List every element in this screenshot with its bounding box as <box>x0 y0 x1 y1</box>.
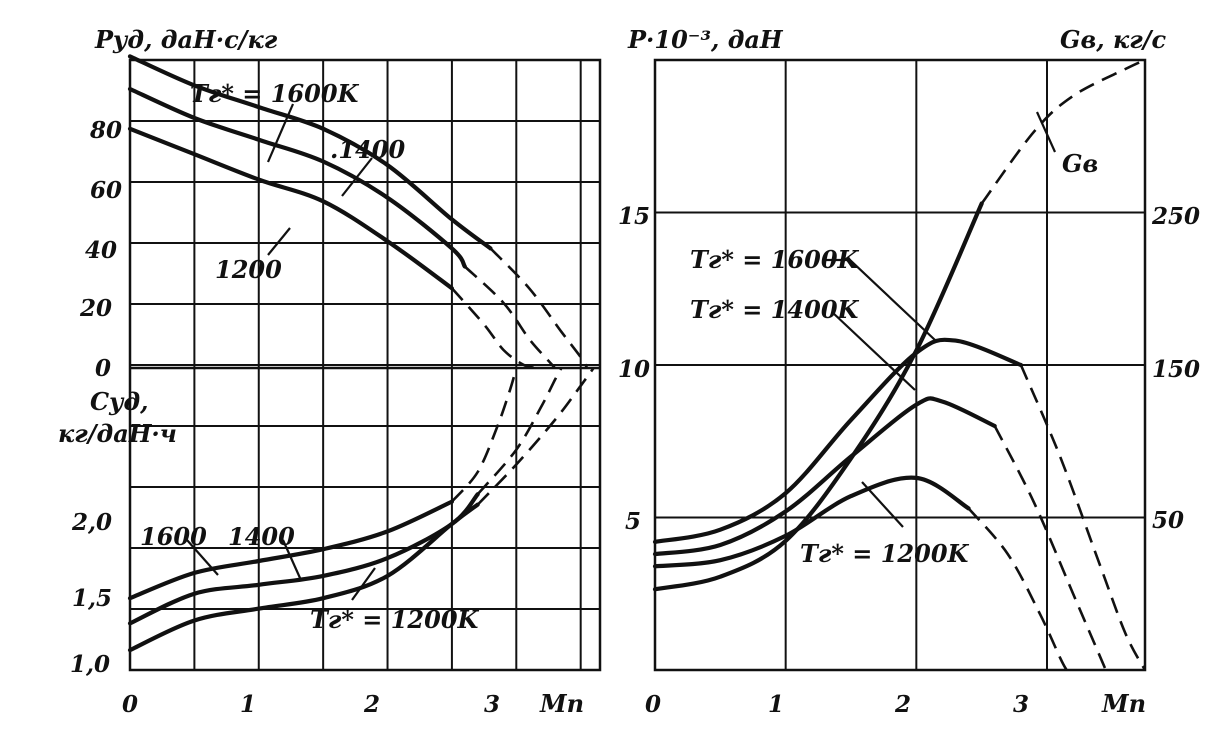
left-bottom-ytick-2-0: 2,0 <box>71 509 112 536</box>
left-bottom-series-1600-dashed <box>450 367 518 503</box>
right-series-1400-dashed <box>993 425 1107 671</box>
leader-bottom-1200 <box>351 567 376 601</box>
right-series-1400-solid <box>652 396 997 557</box>
left-xtick-1: 1 <box>240 691 256 718</box>
right-curves <box>652 58 1147 671</box>
leader-right-1600 <box>822 258 936 341</box>
left-top-annot-1600: Tг* = 1600K <box>190 79 360 108</box>
left-bottom-annot-1400: 1400 <box>228 522 295 551</box>
right-ytick-15: 15 <box>618 203 650 230</box>
leader-bottom-1600 <box>186 539 219 576</box>
left-top-ytick-0: 0 <box>95 355 111 382</box>
left-bottom-ylabel-2: кг/даН·ч <box>58 419 177 448</box>
right-annot-gv: Gв <box>1062 149 1098 178</box>
left-top-annot-1200: 1200 <box>215 255 282 284</box>
left-xtick-2: 2 <box>363 691 380 718</box>
right-ylabel: P·10⁻³, даН <box>627 25 784 54</box>
right-ytick-10: 10 <box>618 356 650 383</box>
left-top-ytick-80: 80 <box>89 117 122 144</box>
right-xtick-2: 2 <box>894 691 911 718</box>
right-frame <box>653 58 1147 672</box>
leader-top-1600 <box>266 103 295 163</box>
right-annot-1200: Tг* = 1200K <box>800 539 970 568</box>
right-series-Gв-dashed <box>980 58 1146 205</box>
left-xlabel: Mп <box>539 689 584 718</box>
left-panel: Pуд, даН·с/кг Cуд, кг/даН·ч 0 20 40 60 8… <box>58 25 602 718</box>
left-top-series-1200-dashed <box>450 287 536 370</box>
right-y2tick-250: 250 <box>1151 203 1200 230</box>
right-annot-1600: Tг* = 1600K <box>690 245 860 274</box>
right-series-Gв-solid <box>652 201 984 592</box>
left-top-series-1600-dashed <box>489 247 589 369</box>
left-top-ytick-20: 20 <box>79 295 112 322</box>
left-top-series-1600-solid <box>127 54 493 251</box>
left-bottom-annot-1200: Tг* = 1200K <box>310 605 480 634</box>
right-series-1200-solid <box>652 475 971 569</box>
left-bottom-ylabel-1: Cуд, <box>90 387 149 416</box>
right-xlabel: Mп <box>1101 689 1146 718</box>
left-top-series-1400-solid <box>127 86 467 269</box>
left-frame <box>128 58 602 672</box>
right-xtick-3: 3 <box>1013 691 1029 718</box>
left-top-ytick-60: 60 <box>90 177 122 204</box>
right-annot-1400: Tг* = 1400K <box>690 295 860 324</box>
left-top-ylabel: Pуд, даН·с/кг <box>94 25 278 54</box>
right-series-1600-solid <box>652 337 1023 544</box>
leader-gv <box>1035 111 1057 153</box>
leader-top-1400 <box>341 157 373 197</box>
left-top-series-1400-dashed <box>463 265 556 369</box>
right-xtick-1: 1 <box>768 691 784 718</box>
leader-right-1200 <box>861 481 904 528</box>
leader-top-1200 <box>267 227 291 256</box>
right-y2label: Gв, кг/с <box>1060 25 1166 54</box>
right-series-1200-dashed <box>967 507 1068 671</box>
left-grid <box>130 60 600 670</box>
right-y2tick-50: 50 <box>1152 507 1184 534</box>
left-top-ytick-40: 40 <box>85 237 117 264</box>
leader-bottom-1400 <box>281 539 302 579</box>
left-bottom-ytick-1-0: 1,0 <box>70 651 110 678</box>
right-ytick-5: 5 <box>625 508 641 535</box>
right-xtick-0: 0 <box>645 691 661 718</box>
left-bottom-ytick-1-5: 1,5 <box>72 585 112 612</box>
left-top-annot-1400: .1400 <box>330 135 405 164</box>
left-bottom-series-1200-solid <box>127 502 480 653</box>
left-bottom-series-1400-dashed <box>476 367 563 496</box>
leader-right-1400 <box>831 311 916 391</box>
left-bottom-series-1200-dashed <box>476 367 595 506</box>
right-series-1600-dashed <box>1019 364 1147 671</box>
left-bottom-annot-1600: 1600 <box>140 522 207 551</box>
left-top-series-1200-solid <box>127 126 454 291</box>
right-y2tick-150: 150 <box>1152 356 1200 383</box>
left-xtick-3: 3 <box>484 691 500 718</box>
right-panel: P·10⁻³, даН Gв, кг/с 5 10 15 50 150 250 … <box>618 25 1200 718</box>
left-xtick-0: 0 <box>122 691 138 718</box>
